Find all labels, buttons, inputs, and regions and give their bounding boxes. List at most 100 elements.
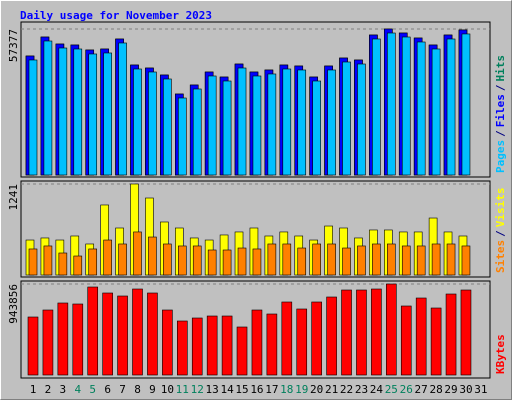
bar [431, 243, 441, 276]
legend-entry: Files [494, 94, 507, 127]
x-tick-label: 29 [444, 383, 457, 396]
x-tick-label: 9 [149, 383, 156, 396]
bar [72, 303, 84, 376]
x-tick-label: 25 [385, 383, 398, 396]
bar [416, 41, 426, 176]
x-tick-label: 5 [89, 383, 96, 396]
bar [237, 247, 247, 276]
bar [163, 243, 172, 276]
legend-entry: Hits [494, 55, 507, 82]
bar [207, 249, 217, 276]
bar [282, 243, 292, 276]
bar [327, 69, 336, 176]
x-tick-label: 11 [176, 383, 189, 396]
x-tick-label: 28 [429, 383, 442, 396]
bar [132, 288, 143, 376]
bar [178, 245, 187, 276]
bar [342, 61, 351, 176]
bar [461, 33, 471, 176]
bar [73, 48, 83, 176]
bar [133, 68, 142, 176]
bar [43, 245, 53, 276]
bar [43, 40, 53, 176]
bar [102, 292, 113, 376]
bar [326, 296, 337, 376]
bar [281, 301, 293, 376]
legend-entry: Visits [494, 188, 507, 228]
bar [103, 239, 112, 276]
bar [222, 249, 232, 276]
bar [221, 315, 233, 376]
bar [296, 308, 308, 376]
bar [192, 245, 202, 276]
bar [57, 302, 69, 376]
bar [387, 243, 396, 276]
bar [252, 248, 262, 276]
chart-title: Daily usage for November 2023 [20, 9, 212, 22]
bar [387, 32, 396, 176]
bar [267, 73, 277, 176]
legend-entry: KBytes [494, 334, 507, 374]
x-tick-label: 4 [74, 383, 81, 396]
bar [133, 231, 142, 276]
bar [42, 309, 54, 376]
bar [266, 313, 278, 376]
bar [415, 297, 427, 376]
bar [386, 283, 397, 376]
x-tick-label: 7 [119, 383, 126, 396]
bar [118, 243, 127, 276]
legend: Pages / Files / Hits [494, 55, 507, 173]
x-tick-label: 8 [134, 383, 141, 396]
bar [356, 289, 367, 376]
bar [416, 245, 426, 276]
bar [342, 247, 351, 276]
legend-separator: / [494, 130, 507, 137]
bar [28, 59, 38, 176]
x-tick-label: 22 [340, 383, 353, 396]
bar [147, 292, 158, 376]
legend-separator: / [494, 84, 507, 91]
y-tick-label: 1241 [7, 184, 20, 211]
bar [311, 301, 322, 376]
legend: Sites / Visits [494, 188, 507, 274]
x-tick-label: 6 [104, 383, 111, 396]
bar [401, 245, 411, 276]
bar [297, 69, 307, 176]
bar [88, 248, 98, 276]
bar [58, 252, 68, 276]
bar [73, 255, 83, 276]
x-tick-label: 14 [220, 383, 234, 396]
x-tick-label: 21 [325, 383, 338, 396]
bar [192, 88, 202, 176]
bar [236, 326, 248, 376]
bar [297, 247, 307, 276]
bar [445, 293, 457, 376]
x-tick-label: 1 [30, 383, 37, 396]
bar [162, 309, 173, 376]
bar [148, 71, 157, 176]
bar [237, 67, 247, 176]
bar [371, 288, 382, 376]
legend-entry: Sites [494, 240, 507, 273]
bar [87, 286, 99, 376]
x-tick-label: 27 [415, 383, 428, 396]
bar [372, 38, 381, 176]
bar [163, 78, 172, 176]
bar [327, 243, 336, 276]
x-tick-label: 3 [60, 383, 67, 396]
bar [206, 315, 218, 376]
bar [252, 75, 262, 176]
bar [191, 317, 203, 376]
bar [267, 243, 277, 276]
bar [88, 53, 98, 176]
legend-separator: / [494, 230, 507, 237]
bar [401, 36, 411, 176]
x-tick-label: 16 [250, 383, 263, 396]
bar [312, 243, 321, 276]
y-tick-label: 943856 [7, 284, 20, 324]
x-tick-label: 17 [265, 383, 278, 396]
bar [148, 236, 157, 276]
bar [118, 42, 127, 176]
x-tick-label: 15 [235, 383, 248, 396]
